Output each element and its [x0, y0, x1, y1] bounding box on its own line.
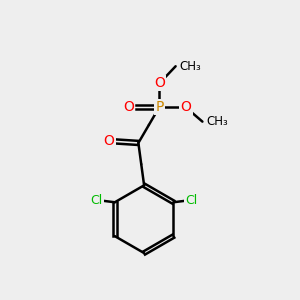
Text: O: O — [154, 76, 165, 90]
Text: Cl: Cl — [186, 194, 198, 207]
Text: P: P — [155, 100, 164, 114]
Text: O: O — [103, 134, 114, 148]
Text: CH₃: CH₃ — [206, 115, 228, 128]
Text: Cl: Cl — [90, 194, 103, 207]
Text: O: O — [181, 100, 191, 114]
Text: CH₃: CH₃ — [179, 60, 201, 73]
Text: O: O — [123, 100, 134, 114]
